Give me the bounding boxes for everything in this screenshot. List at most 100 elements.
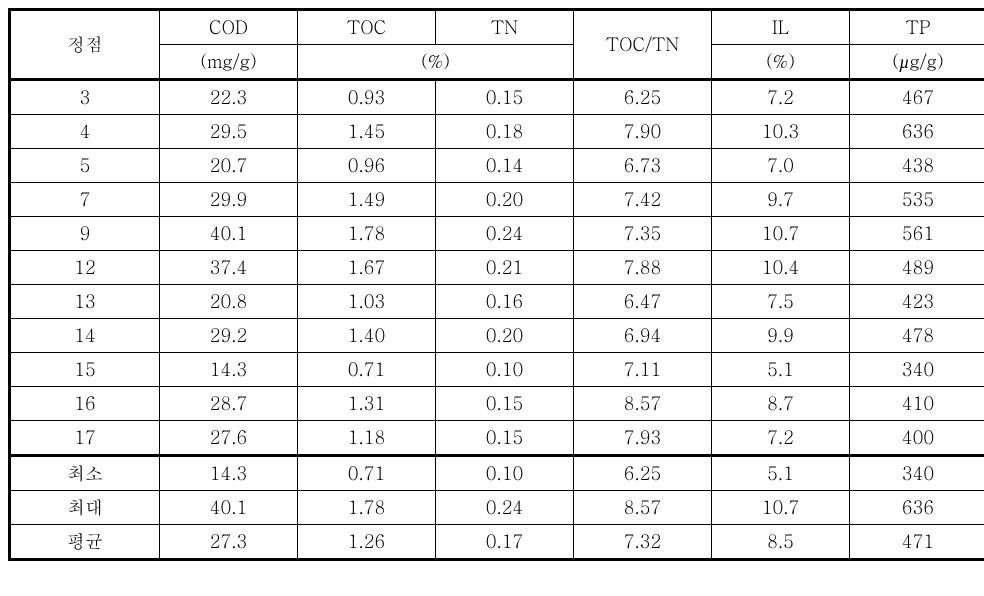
cell-station: 3 <box>10 80 160 115</box>
cell-toc: 0.71 <box>298 353 436 387</box>
table-row: 1514.30.710.107.115.1340 <box>10 353 984 387</box>
header-toc: TOC <box>298 10 436 45</box>
header-il: IL <box>712 10 850 45</box>
cell-il: 8.7 <box>712 387 850 421</box>
cell-toctn: 6.47 <box>574 285 712 319</box>
summary-cell-toc: 1.26 <box>298 525 436 560</box>
summary-cell-label: 최대 <box>10 491 160 525</box>
cell-il: 7.0 <box>712 149 850 183</box>
cell-toc: 1.31 <box>298 387 436 421</box>
table-row: 322.30.930.156.257.2467 <box>10 80 984 115</box>
cell-station: 12 <box>10 251 160 285</box>
cell-cod: 14.3 <box>160 353 298 387</box>
cell-toc: 1.03 <box>298 285 436 319</box>
cell-station: 9 <box>10 217 160 251</box>
cell-tp: 423 <box>850 285 984 319</box>
cell-toctn: 6.94 <box>574 319 712 353</box>
cell-tp: 438 <box>850 149 984 183</box>
cell-tp: 400 <box>850 421 984 456</box>
table-row: 1237.41.670.217.8810.4489 <box>10 251 984 285</box>
table-row: 1429.21.400.206.949.9478 <box>10 319 984 353</box>
cell-toctn: 7.93 <box>574 421 712 456</box>
summary-cell-tp: 340 <box>850 456 984 491</box>
cell-station: 17 <box>10 421 160 456</box>
cell-tp: 340 <box>850 353 984 387</box>
cell-il: 10.7 <box>712 217 850 251</box>
header-unit-cod: (mg/g) <box>160 45 298 80</box>
header-toctn: TOC/TN <box>574 10 712 80</box>
summary-cell-cod: 40.1 <box>160 491 298 525</box>
summary-cell-il: 8.5 <box>712 525 850 560</box>
cell-tn: 0.15 <box>436 421 574 456</box>
cell-cod: 22.3 <box>160 80 298 115</box>
cell-tn: 0.20 <box>436 319 574 353</box>
cell-tn: 0.21 <box>436 251 574 285</box>
table-row: 729.91.490.207.429.7535 <box>10 183 984 217</box>
cell-il: 10.3 <box>712 115 850 149</box>
cell-tn: 0.15 <box>436 80 574 115</box>
cell-il: 9.9 <box>712 319 850 353</box>
summary-cell-tn: 0.10 <box>436 456 574 491</box>
cell-toctn: 6.25 <box>574 80 712 115</box>
cell-il: 5.1 <box>712 353 850 387</box>
cell-tp: 467 <box>850 80 984 115</box>
summary-cell-tn: 0.24 <box>436 491 574 525</box>
cell-toc: 1.78 <box>298 217 436 251</box>
cell-toc: 1.40 <box>298 319 436 353</box>
header-unit-il: (%) <box>712 45 850 80</box>
cell-station: 15 <box>10 353 160 387</box>
summary-cell-toc: 0.71 <box>298 456 436 491</box>
data-table: 정점 COD TOC TN TOC/TN IL TP (mg/g) (%) (%… <box>8 8 984 561</box>
cell-tn: 0.14 <box>436 149 574 183</box>
table-row: 1727.61.180.157.937.2400 <box>10 421 984 456</box>
cell-tp: 410 <box>850 387 984 421</box>
cell-cod: 37.4 <box>160 251 298 285</box>
cell-toctn: 7.11 <box>574 353 712 387</box>
header-station: 정점 <box>10 10 160 80</box>
cell-tp: 478 <box>850 319 984 353</box>
header-cod: COD <box>160 10 298 45</box>
cell-il: 7.2 <box>712 80 850 115</box>
cell-toc: 0.96 <box>298 149 436 183</box>
header-unit-tp: (µg/g) <box>850 45 984 80</box>
summary-cell-cod: 27.3 <box>160 525 298 560</box>
cell-toctn: 7.88 <box>574 251 712 285</box>
cell-tn: 0.10 <box>436 353 574 387</box>
header-tp: TP <box>850 10 984 45</box>
cell-tn: 0.24 <box>436 217 574 251</box>
cell-station: 7 <box>10 183 160 217</box>
cell-station: 5 <box>10 149 160 183</box>
summary-cell-cod: 14.3 <box>160 456 298 491</box>
summary-cell-tp: 471 <box>850 525 984 560</box>
cell-toc: 1.45 <box>298 115 436 149</box>
summary-cell-toctn: 7.32 <box>574 525 712 560</box>
cell-tn: 0.18 <box>436 115 574 149</box>
cell-il: 9.7 <box>712 183 850 217</box>
cell-tn: 0.15 <box>436 387 574 421</box>
summary-cell-toc: 1.78 <box>298 491 436 525</box>
cell-il: 10.4 <box>712 251 850 285</box>
cell-il: 7.5 <box>712 285 850 319</box>
table-row: 429.51.450.187.9010.3636 <box>10 115 984 149</box>
cell-cod: 29.5 <box>160 115 298 149</box>
summary-cell-label: 평균 <box>10 525 160 560</box>
cell-toc: 1.67 <box>298 251 436 285</box>
summary-cell-label: 최소 <box>10 456 160 491</box>
cell-cod: 27.6 <box>160 421 298 456</box>
cell-station: 13 <box>10 285 160 319</box>
header-tn: TN <box>436 10 574 45</box>
cell-station: 14 <box>10 319 160 353</box>
cell-station: 4 <box>10 115 160 149</box>
table-row: 520.70.960.146.737.0438 <box>10 149 984 183</box>
cell-toctn: 8.57 <box>574 387 712 421</box>
summary-cell-tp: 636 <box>850 491 984 525</box>
summary-cell-toctn: 6.25 <box>574 456 712 491</box>
table-row: 1628.71.310.158.578.7410 <box>10 387 984 421</box>
cell-tp: 636 <box>850 115 984 149</box>
cell-cod: 20.7 <box>160 149 298 183</box>
cell-il: 7.2 <box>712 421 850 456</box>
cell-toc: 1.49 <box>298 183 436 217</box>
cell-tp: 489 <box>850 251 984 285</box>
cell-toctn: 6.73 <box>574 149 712 183</box>
cell-station: 16 <box>10 387 160 421</box>
